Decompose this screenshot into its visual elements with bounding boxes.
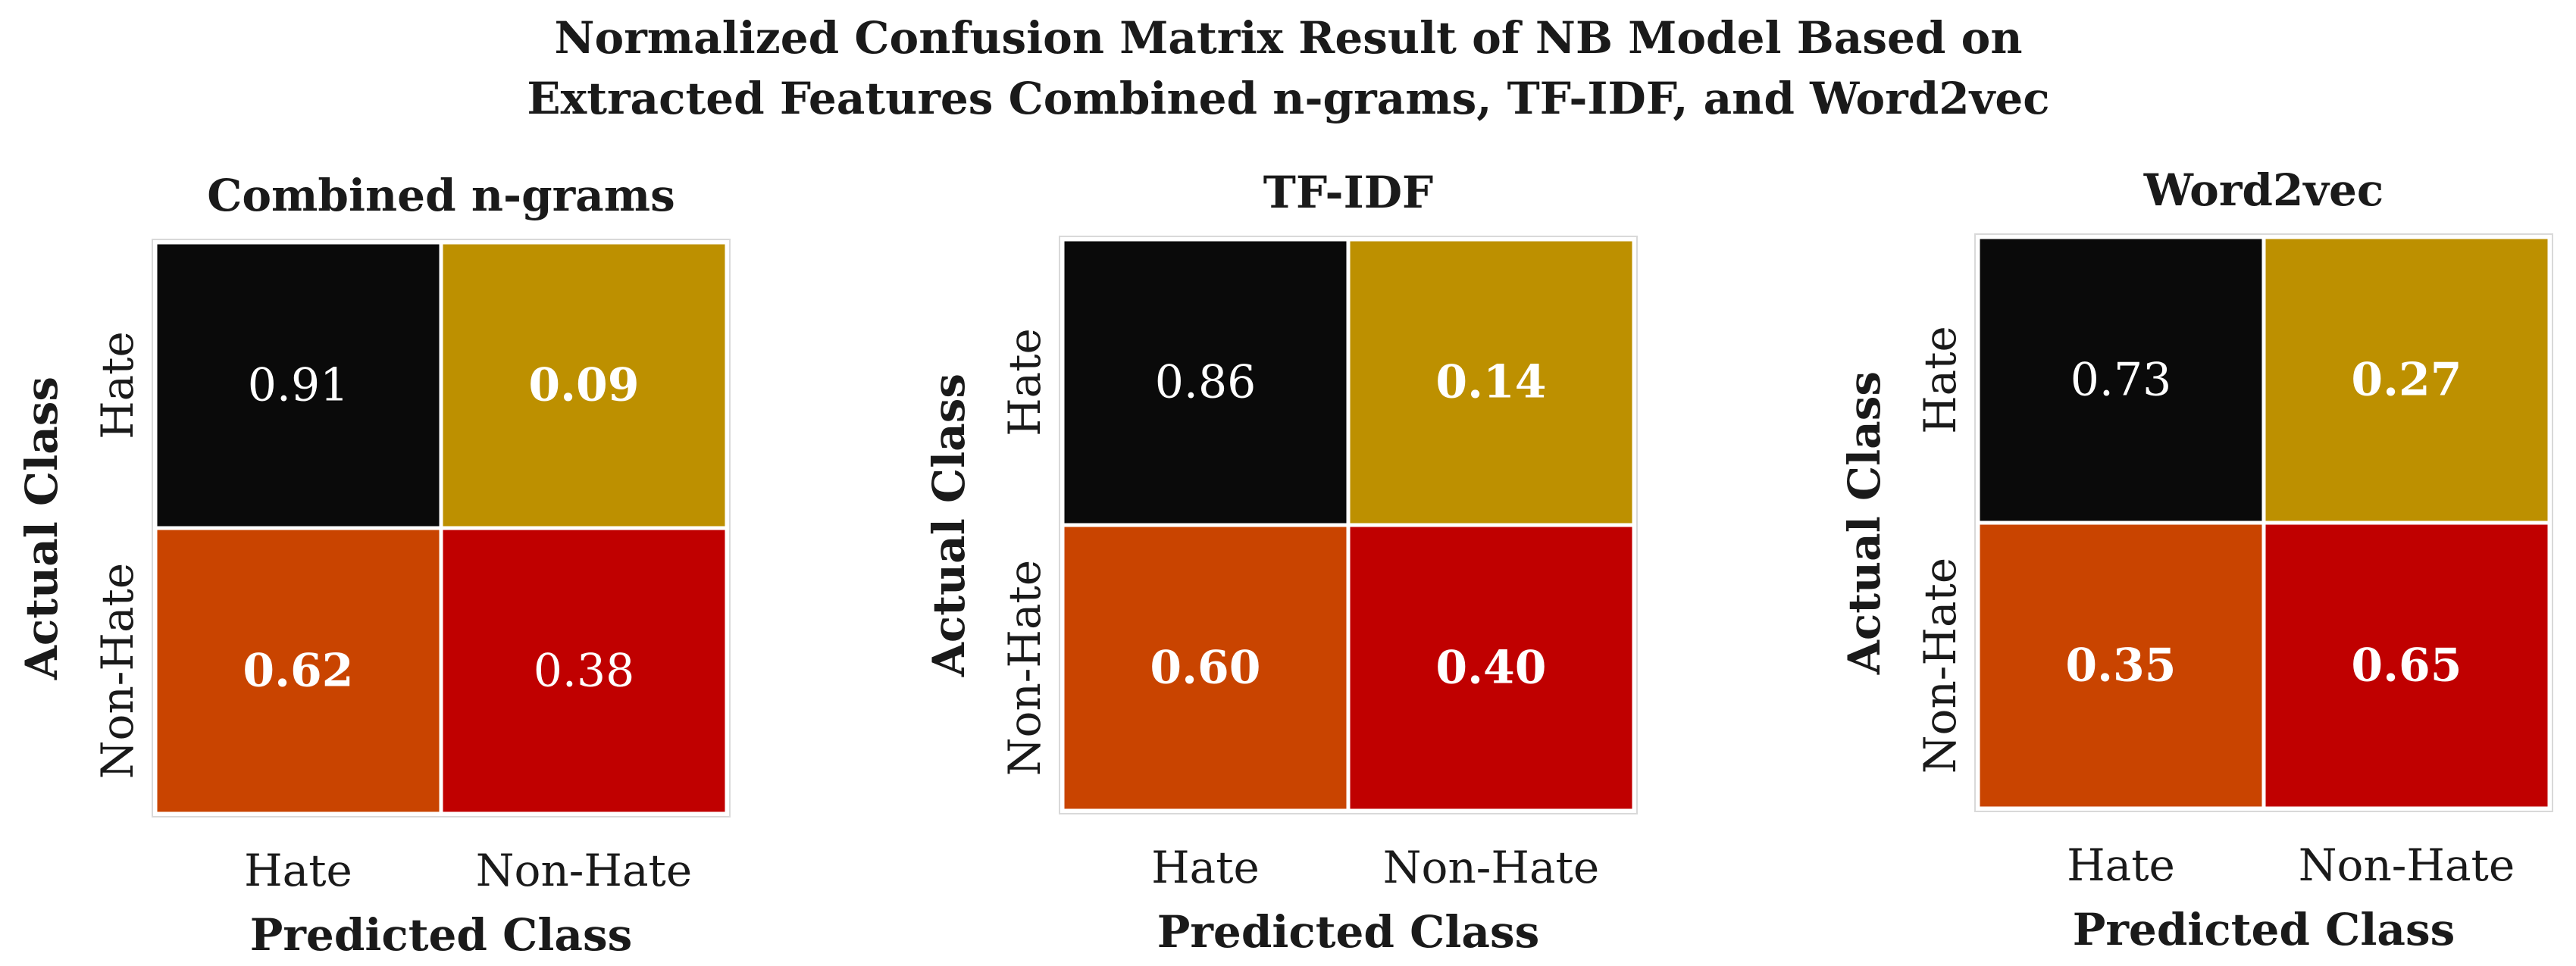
panels: Combined n-grams 0.91 0.09 0.62 0.38 Hate Non-… bbox=[16, 164, 2553, 961]
cell-value-r1-c1: 0.65 bbox=[2351, 639, 2462, 692]
y-tick-label-0: Hate bbox=[1914, 326, 1966, 434]
matrix-cell-r0-c1 bbox=[1346, 237, 1636, 527]
matrix-cell-r1-c1 bbox=[1346, 523, 1636, 813]
x-tick-label-0: Hate bbox=[1151, 842, 1260, 893]
matrix-cell-r1-c1 bbox=[2261, 521, 2552, 811]
x-tick-label-0: Hate bbox=[244, 845, 352, 896]
matrix-cell-r0-c0 bbox=[1976, 235, 2266, 525]
cell-value-r1-c1: 0.40 bbox=[1435, 642, 1546, 695]
matrix-frame bbox=[1974, 233, 2553, 812]
matrix-frame bbox=[152, 239, 731, 818]
x-axis-label: Predicted Class bbox=[250, 909, 633, 961]
y-axis-label: Actual Class bbox=[1839, 371, 1890, 675]
matrix-cell-r0-c1 bbox=[2261, 235, 2552, 525]
cell-value-r1-c0: 0.35 bbox=[2065, 639, 2176, 692]
matrix-cell-r0-c1 bbox=[439, 240, 729, 530]
cell-value-r0-c1: 0.27 bbox=[2351, 354, 2462, 407]
y-axis-label: Actual Class bbox=[923, 374, 975, 677]
cell-value-r1-c1: 0.38 bbox=[534, 645, 635, 698]
y-tick-label-1: Non-Hate bbox=[999, 560, 1050, 776]
matrix-cell-r1-c1 bbox=[439, 526, 729, 816]
matrix-cell-r0-c0 bbox=[1060, 237, 1351, 527]
x-tick-label-1: Non-Hate bbox=[476, 845, 692, 896]
y-tick-label-1: Non-Hate bbox=[92, 563, 143, 779]
matrix-cell-r1-c0 bbox=[1976, 521, 2266, 811]
matrix-frame bbox=[1059, 236, 1638, 814]
confusion-matrix-panel-1: Combined n-grams 0.91 0.09 0.62 0.38 Hate Non-… bbox=[16, 170, 731, 961]
cell-value-r1-c0: 0.60 bbox=[1150, 642, 1260, 695]
cell-value-r0-c0: 0.91 bbox=[248, 359, 349, 412]
cell-value-r0-c0: 0.86 bbox=[1155, 356, 1257, 409]
panel-title: Word2vec bbox=[2143, 164, 2384, 216]
matrix-cell-r1-c0 bbox=[1060, 523, 1351, 813]
figure-title-line-1: Normalized Confusion Matrix Result of NB… bbox=[555, 12, 2023, 64]
x-axis-label: Predicted Class bbox=[2073, 904, 2455, 955]
y-tick-label-0: Hate bbox=[999, 328, 1050, 436]
panel-title: Combined n-grams bbox=[207, 170, 675, 221]
y-tick-label-1: Non-Hate bbox=[1914, 558, 1966, 774]
cell-value-r0-c0: 0.73 bbox=[2071, 354, 2172, 407]
panel-title: TF-IDF bbox=[1263, 167, 1433, 218]
cell-value-r1-c0: 0.62 bbox=[243, 645, 353, 698]
y-tick-label-0: Hate bbox=[92, 331, 143, 439]
confusion-matrix-panel-3: Word2vec 0.73 0.27 0.35 0.65 Hate Non-Hate Pred… bbox=[1839, 164, 2553, 955]
x-tick-label-0: Hate bbox=[2067, 839, 2175, 891]
confusion-matrix-panel-2: TF-IDF 0.86 0.14 0.60 0.40 Hate Non-Hate Predic… bbox=[923, 167, 1638, 958]
y-axis-label: Actual Class bbox=[16, 377, 67, 680]
x-tick-label-1: Non-Hate bbox=[1383, 842, 1599, 893]
cell-value-r0-c1: 0.09 bbox=[528, 359, 639, 412]
x-tick-label-1: Non-Hate bbox=[2299, 839, 2515, 891]
cell-value-r0-c1: 0.14 bbox=[1435, 356, 1546, 409]
figure-title-line-2: Extracted Features Combined n-grams, TF-… bbox=[527, 73, 2049, 124]
x-axis-label: Predicted Class bbox=[1157, 906, 1540, 958]
